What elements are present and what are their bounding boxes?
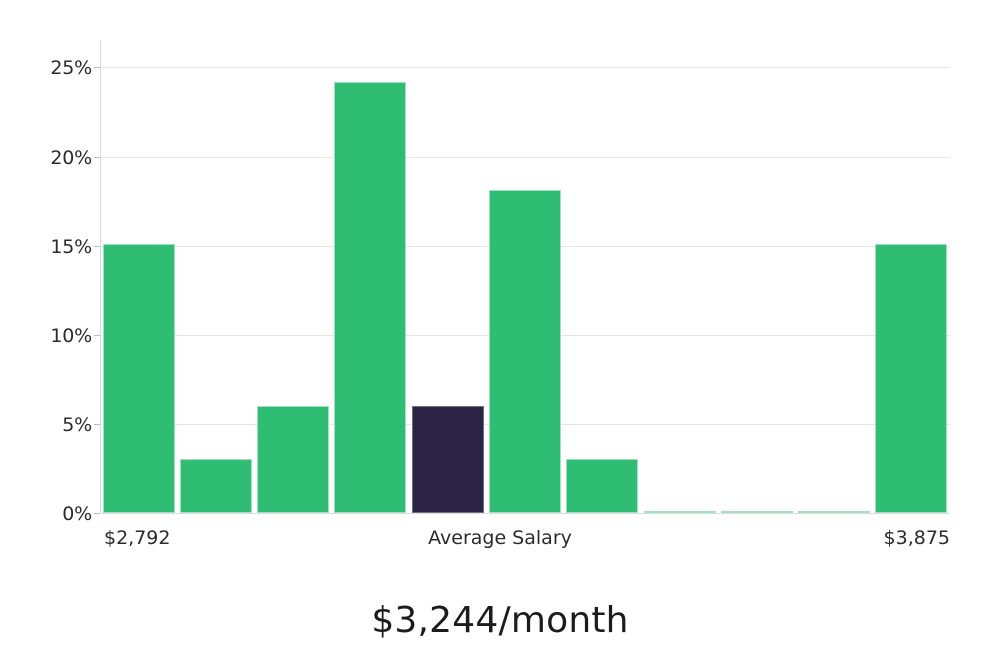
y-tick-label-25: 25% [50, 57, 92, 79]
y-tick-mark-0 [94, 513, 101, 514]
bar-7 [566, 458, 639, 513]
bar-10 [798, 511, 871, 513]
bar-3 [257, 405, 330, 513]
gridline-25 [100, 67, 950, 68]
bar-8 [643, 511, 716, 513]
y-tick-label-15: 15% [50, 236, 92, 258]
y-tick-mark-10 [94, 335, 101, 336]
bar-5 [411, 405, 484, 513]
y-tick-mark-25 [94, 67, 101, 68]
y-tick-label-20: 20% [50, 147, 92, 169]
y-tick-mark-5 [94, 424, 101, 425]
bar-1 [102, 244, 175, 513]
bar-9 [720, 511, 793, 513]
plot-area [100, 62, 950, 514]
gridline-20 [100, 157, 950, 158]
gridline-0 [100, 513, 950, 514]
x-axis-label: Average Salary [428, 527, 572, 549]
bar-6 [488, 189, 562, 513]
y-tick-mark-15 [94, 246, 101, 247]
x-tick-label-left: $2,792 [104, 527, 171, 549]
y-tick-label-0: 0% [62, 503, 92, 525]
bar-4 [334, 82, 407, 513]
y-axis-line [100, 40, 101, 514]
x-tick-label-right: $3,875 [883, 527, 950, 549]
y-tick-mark-20 [94, 157, 101, 158]
chart-footer-value: $3,244/month [371, 600, 629, 641]
bar-2 [179, 458, 252, 513]
bar-11 [875, 244, 948, 513]
y-tick-label-10: 10% [50, 325, 92, 347]
y-tick-label-5: 5% [62, 414, 92, 436]
